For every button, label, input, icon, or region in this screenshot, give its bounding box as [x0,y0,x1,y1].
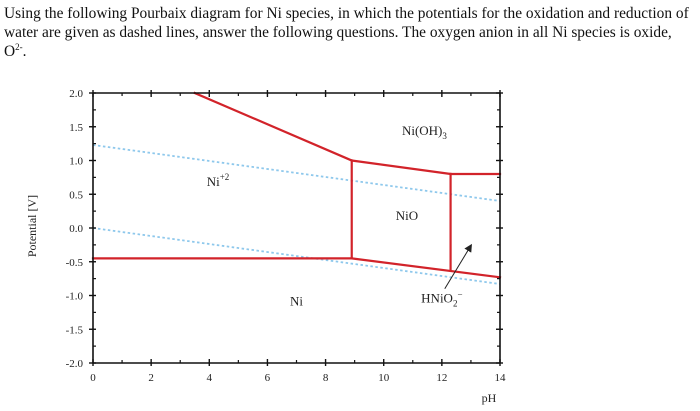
y-tick-label: -2.0 [66,358,84,370]
phase-boundary-1 [350,159,452,176]
question-end: . [22,43,27,60]
phase-boundary-0 [193,91,354,162]
y-tick-label: -0.5 [66,257,84,269]
region-label-3: Ni [290,294,303,309]
x-tick-label: 8 [323,372,329,384]
phase-boundary-6 [350,257,502,279]
x-tick-label: 2 [148,372,154,384]
y-tick-label: -1.0 [66,291,84,303]
y-tick-label: -1.5 [66,324,84,336]
pointer-arrow [444,243,472,290]
y-axis-title: Potential [V] [25,195,39,257]
question-text: Using the following Pourbaix diagram for… [4,4,694,61]
region-label-2: NiO [396,208,418,223]
water-line-0 [92,144,501,202]
region-label-4: HNiO2− [421,289,462,308]
x-axis-title: pH [482,391,497,405]
x-tick-label: 12 [436,372,447,384]
y-tick-label: 2.0 [69,88,83,100]
x-tick-label: 6 [265,372,271,384]
region-label-0: Ni(OH)3 [402,123,447,141]
question-body: Using the following Pourbaix diagram for… [4,5,689,60]
y-tick-label: 0.5 [69,189,83,201]
oxide-charge: 2- [15,41,23,52]
x-tick-label: 14 [495,372,507,384]
y-tick-label: 1.5 [69,122,83,134]
x-tick-label: 0 [90,372,96,384]
x-tick-label: 10 [378,372,390,384]
y-tick-label: 1.0 [69,156,83,168]
y-tick-label: 0.0 [69,223,83,235]
water-line-1 [92,227,501,285]
x-tick-label: 4 [207,372,213,384]
region-label-1: Ni+2 [207,172,230,189]
